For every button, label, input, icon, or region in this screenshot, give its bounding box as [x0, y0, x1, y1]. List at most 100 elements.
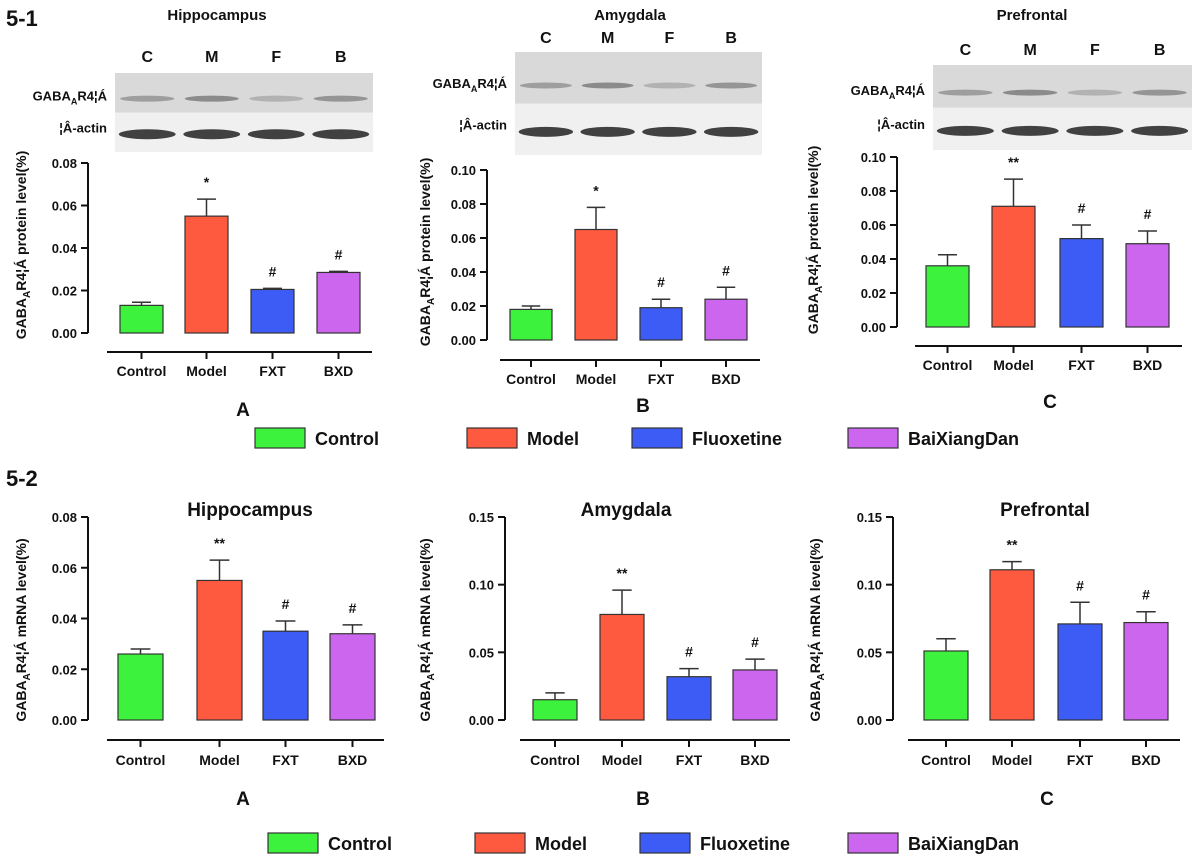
blot-target-band	[184, 95, 239, 102]
bar-fxt	[250, 288, 295, 334]
legend-swatch	[631, 427, 683, 449]
legend-label: Fluoxetine	[700, 834, 790, 854]
significance-marker: #	[349, 600, 357, 616]
y-tick-label: 0.08	[52, 510, 77, 525]
y-tick-label: 0.15	[469, 510, 494, 525]
x-tick-label: Model	[992, 752, 1032, 768]
blot-actin-band	[642, 126, 697, 137]
chart-panel-5-2-A: Hippocampus 0.00 0.02 0.04 0.06 0.08 GABAAR4¦Á…	[13, 500, 384, 810]
chart-panel-5-1-B: Amygdala C M F B GABAAR4¦Á ¦Â-actin 0.00 0.02 0.0…	[417, 7, 762, 417]
x-tick-label: Model	[186, 363, 226, 379]
bar-fxt	[1059, 238, 1104, 328]
panel-letter: B	[636, 789, 650, 810]
x-tick-label: BXD	[1133, 357, 1163, 373]
blot-target-band	[938, 89, 993, 96]
bar-control	[532, 699, 578, 721]
x-tick-label: FXT	[259, 363, 286, 379]
chart-panel-5-1-C: Prefrontal C M F B GABAAR4¦Á ¦Â-actin 0.00 0.02 0…	[805, 7, 1192, 413]
legend-swatch	[474, 832, 526, 854]
bar-bxd	[732, 669, 778, 721]
blot-target-label: GABAAR4¦Á	[433, 76, 508, 94]
blot-lane-label: F	[271, 49, 281, 66]
section-label-5-1: 5-1	[6, 6, 38, 31]
bar-model	[196, 579, 243, 721]
chart-panel-5-2-B: Amygdala 0.00 0.05 0.10 0.15 GABAAR4¦Á mRNA l…	[417, 500, 790, 810]
x-tick-label: Control	[923, 357, 973, 373]
y-tick-label: 0.10	[857, 578, 882, 593]
legend-swatch	[639, 832, 691, 854]
blot-target-band	[1132, 89, 1187, 96]
significance-marker: **	[1007, 537, 1018, 553]
blot-target-band	[313, 95, 368, 102]
blot-target-band	[643, 82, 696, 89]
bar-control	[117, 653, 164, 721]
blot-actin-band	[312, 129, 370, 140]
x-tick-label: Control	[530, 752, 580, 768]
y-axis-label: GABAAR4¦Á protein level(%)	[805, 146, 825, 335]
blot-actin-band	[518, 126, 574, 137]
blot-target-band	[249, 95, 304, 102]
y-tick-label: 0.04	[52, 612, 78, 627]
x-tick-label: BXD	[740, 752, 770, 768]
x-tick-label: Control	[116, 752, 166, 768]
legend-label: BaiXiangDan	[908, 834, 1019, 854]
legend-label: Control	[315, 429, 379, 449]
blot-lane-label: F	[1090, 42, 1100, 59]
y-tick-label: 0.08	[861, 184, 886, 199]
legend-5-2: Control Model Fluoxetine BaiXiangDan	[267, 832, 1019, 854]
significance-marker: #	[269, 263, 277, 279]
y-tick-label: 0.00	[52, 326, 77, 341]
blot-actin-label: ¦Â-actin	[59, 120, 107, 135]
blot-actin-band	[1131, 125, 1189, 136]
chart-title: Amygdala	[581, 500, 672, 521]
blot-actin-band	[1001, 125, 1059, 136]
blot-lane-label: C	[141, 49, 153, 66]
bar-bxd	[329, 633, 376, 721]
chart-title: Hippocampus	[167, 7, 266, 24]
bar-bxd	[1123, 621, 1169, 721]
blot-target-strip	[515, 52, 762, 104]
y-tick-label: 0.00	[861, 320, 886, 335]
significance-marker: **	[617, 565, 628, 581]
significance-marker: #	[282, 596, 290, 612]
blot-target-label: GABAAR4¦Á	[33, 89, 108, 107]
blot-target-strip	[933, 65, 1192, 108]
bar-control	[509, 308, 553, 341]
blot-lane-label: M	[1023, 42, 1036, 59]
section-label-5-2: 5-2	[6, 466, 38, 491]
y-tick-label: 0.10	[451, 163, 476, 178]
y-tick-label: 0.02	[451, 299, 476, 314]
x-tick-label: Model	[993, 357, 1033, 373]
significance-marker: **	[214, 535, 225, 551]
x-tick-label: Model	[602, 752, 642, 768]
significance-marker: #	[657, 274, 665, 290]
significance-marker: #	[685, 644, 693, 660]
blot-target-label: GABAAR4¦Á	[851, 83, 926, 101]
chart-title: Hippocampus	[187, 500, 313, 521]
panel-letter: A	[236, 400, 250, 421]
x-tick-label: Model	[199, 752, 239, 768]
bar-model	[599, 613, 645, 721]
legend-swatch	[267, 832, 319, 854]
x-tick-label: FXT	[676, 752, 703, 768]
bar-model	[989, 569, 1035, 721]
y-tick-label: 0.02	[52, 662, 77, 677]
y-axis-label: GABAAR4¦Á mRNA level(%)	[807, 538, 827, 721]
y-tick-label: 0.06	[52, 561, 77, 576]
y-tick-label: 0.02	[861, 286, 886, 301]
y-tick-label: 0.00	[469, 713, 494, 728]
bar-bxd	[1125, 243, 1170, 328]
blot-target-strip	[115, 73, 373, 113]
bar-control	[119, 304, 164, 334]
legend-label: Fluoxetine	[692, 429, 782, 449]
y-axis-label: GABAAR4¦Á mRNA level(%)	[13, 538, 33, 721]
x-tick-label: BXD	[1131, 752, 1161, 768]
bar-fxt	[666, 676, 712, 721]
blot-actin-band	[183, 129, 241, 140]
y-tick-label: 0.04	[451, 265, 477, 280]
blot-actin-band	[703, 126, 759, 137]
y-tick-label: 0.10	[469, 578, 494, 593]
chart-title: Amygdala	[594, 7, 666, 24]
